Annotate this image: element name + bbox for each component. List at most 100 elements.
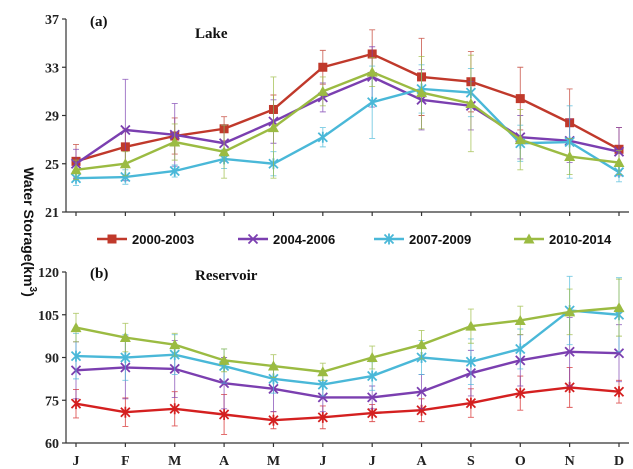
series-2010-2014 [70, 54, 625, 180]
x-tick-label: J [73, 454, 80, 469]
data-point [317, 85, 329, 96]
legend-label: 2007-2009 [409, 232, 471, 247]
y-tick-label: 37 [45, 13, 59, 28]
legend-marker [247, 233, 259, 245]
data-point [317, 131, 328, 143]
y-tick-label: 120 [38, 266, 59, 281]
data-point [564, 346, 575, 357]
series-2000-2003 [71, 29, 624, 179]
legend-marker [107, 234, 117, 244]
y-tick-label: 21 [45, 206, 59, 221]
legend-item-2000-2003: 2000-2003 [97, 232, 194, 247]
data-point [218, 409, 230, 420]
data-point [317, 392, 328, 403]
panel-b-reservoir: 60 75 90 105 120 J F M A M J J A S O N D (b) Reservoir [38, 266, 629, 469]
series-line [75, 350, 620, 399]
data-point [120, 124, 131, 136]
data-point [169, 165, 180, 177]
data-point [169, 339, 181, 350]
x-tick-label: M [168, 454, 181, 469]
data-point [366, 352, 378, 362]
data-point [367, 370, 378, 382]
data-point [613, 302, 625, 313]
data-point [218, 354, 230, 365]
legend-item-2004-2006: 2004-2006 [238, 232, 335, 247]
data-point [613, 386, 625, 398]
data-point [70, 322, 82, 333]
y-tick-label: 33 [45, 61, 59, 76]
series-line [75, 309, 620, 386]
legend-item-2007-2009: 2007-2009 [374, 232, 471, 247]
data-point [119, 332, 131, 343]
y-tick-label: 105 [38, 309, 59, 324]
data-point [564, 306, 576, 317]
legend-label: 2010-2014 [549, 232, 612, 247]
data-point [169, 136, 181, 147]
data-point [416, 87, 428, 98]
series-line [75, 306, 620, 373]
y-tick-label: 90 [45, 352, 59, 367]
data-point [465, 397, 477, 409]
series-line [75, 75, 620, 165]
y-axis-label: Water Storage(km3) [21, 167, 38, 297]
panel-title: Lake [195, 26, 228, 42]
data-point [267, 122, 279, 133]
series-2004-2006 [70, 46, 625, 182]
data-point [416, 386, 427, 397]
x-tick-label: D [614, 454, 624, 469]
data-point [514, 134, 526, 145]
panel-title: Reservoir [195, 268, 258, 284]
series-line [75, 70, 620, 171]
series-2000-2003 [70, 367, 625, 435]
data-point [416, 339, 428, 350]
y-tick-label: 60 [45, 437, 59, 452]
legend-marker [523, 233, 535, 244]
legend-label: 2000-2003 [132, 232, 194, 247]
x-tick-label: J [319, 454, 326, 469]
data-point [169, 403, 180, 415]
y-tick-label: 75 [45, 394, 59, 409]
data-point [317, 379, 328, 391]
x-tick-label: A [219, 454, 230, 469]
data-point [465, 97, 477, 108]
series-2007-2009 [70, 275, 625, 397]
legend-label: 2004-2006 [273, 232, 335, 247]
data-point [268, 414, 279, 426]
data-point [119, 158, 131, 169]
data-point [613, 157, 625, 168]
y-tick-label: 29 [45, 110, 59, 125]
data-point [465, 356, 477, 368]
data-point [367, 407, 378, 419]
data-point [218, 146, 230, 157]
data-point [515, 387, 526, 399]
x-tick-label: F [121, 454, 130, 469]
series-2010-2014 [70, 278, 625, 381]
data-point [515, 94, 525, 104]
x-tick-label: J [369, 454, 376, 469]
data-point [515, 343, 526, 355]
data-point [367, 96, 378, 108]
data-point [366, 66, 378, 77]
x-tick-label: O [515, 454, 526, 469]
data-point [514, 314, 526, 325]
series-line [75, 52, 620, 163]
data-point [564, 151, 576, 162]
legend-item-2010-2014: 2010-2014 [514, 232, 612, 247]
x-tick-label: A [416, 454, 427, 469]
data-point [120, 406, 131, 418]
data-point [317, 366, 329, 377]
data-point [317, 411, 328, 423]
y-tick-label: 25 [45, 158, 59, 173]
data-point [367, 392, 378, 403]
data-point [465, 320, 477, 331]
panel-label: (b) [90, 266, 108, 282]
data-point [70, 350, 82, 362]
legend: 2000-2003 2004-2006 2007-2009 2010-2014 [97, 232, 612, 247]
data-point [613, 348, 625, 359]
data-point [70, 398, 82, 410]
panel-label: (a) [90, 14, 108, 30]
x-tick-label: S [467, 454, 475, 469]
panel-a-lake: 21 25 29 33 37 (a) Lake [45, 13, 629, 221]
x-tick-label: N [565, 454, 575, 469]
